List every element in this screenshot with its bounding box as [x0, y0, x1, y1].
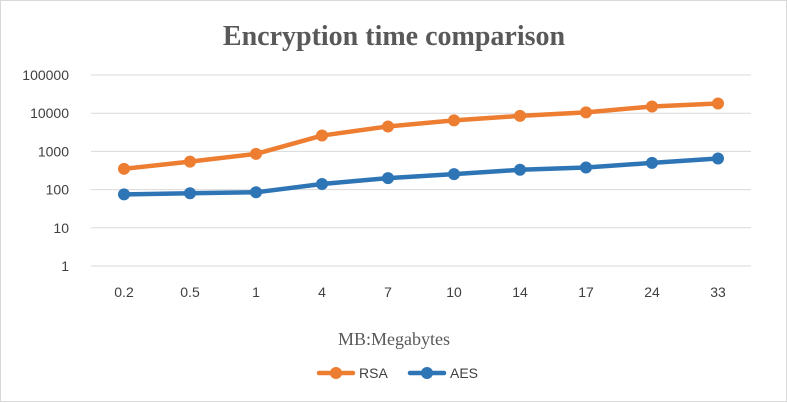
- y-tick-label: 10: [53, 220, 69, 236]
- y-tick-label: 100: [46, 182, 70, 198]
- series-layer: [118, 97, 724, 201]
- data-point-rsa: [250, 147, 262, 160]
- x-tick-label: 1: [252, 284, 260, 300]
- x-tick-label: 4: [318, 284, 326, 300]
- x-tick-label: 17: [578, 284, 594, 300]
- legend-marker-aes: [421, 367, 433, 379]
- x-tick-label: 33: [710, 284, 726, 300]
- series-line-aes: [121, 156, 721, 197]
- x-axis-label: MB:Megabytes: [338, 329, 450, 349]
- data-point-aes: [316, 178, 328, 191]
- chart-title: Encryption time comparison: [223, 21, 566, 52]
- legend: RSA AES: [316, 365, 478, 381]
- data-point-aes: [382, 172, 394, 185]
- data-point-rsa: [712, 97, 724, 110]
- data-point-aes: [448, 168, 460, 181]
- x-tick-label: 14: [512, 284, 528, 300]
- data-point-rsa: [184, 155, 196, 168]
- data-point-aes: [184, 187, 196, 200]
- x-tick-label: 24: [644, 284, 660, 300]
- data-point-rsa: [514, 109, 526, 122]
- data-point-aes: [250, 186, 262, 199]
- x-tick-label: 10: [446, 284, 462, 300]
- data-point-rsa: [118, 162, 130, 175]
- data-point-aes: [514, 163, 526, 176]
- y-tick-label: 100000: [22, 67, 69, 83]
- series-line-rsa: [121, 101, 721, 172]
- x-axis-ticks: 0.2 0.5 1 4 7 10 14 17 24 33: [114, 284, 726, 300]
- gridlines: [91, 74, 751, 267]
- x-tick-label: 0.2: [114, 284, 134, 300]
- data-point-aes: [580, 161, 592, 174]
- data-point-rsa: [382, 120, 394, 133]
- data-point-aes: [646, 156, 658, 169]
- data-point-aes: [118, 188, 130, 201]
- legend-marker-rsa: [330, 367, 342, 379]
- data-point-rsa: [448, 114, 460, 127]
- y-tick-label: 1: [61, 258, 69, 274]
- legend-label-rsa: RSA: [359, 365, 388, 381]
- data-point-rsa: [580, 106, 592, 119]
- data-point-rsa: [646, 100, 658, 113]
- y-tick-label: 1000: [38, 143, 69, 159]
- legend-label-aes: AES: [450, 365, 478, 381]
- data-point-aes: [712, 152, 724, 165]
- data-point-rsa: [316, 129, 328, 142]
- y-tick-label: 10000: [30, 105, 69, 121]
- y-axis-ticks: 1 10 100 1000 10000 100000: [22, 67, 69, 274]
- x-tick-label: 0.5: [180, 284, 200, 300]
- x-tick-label: 7: [384, 284, 392, 300]
